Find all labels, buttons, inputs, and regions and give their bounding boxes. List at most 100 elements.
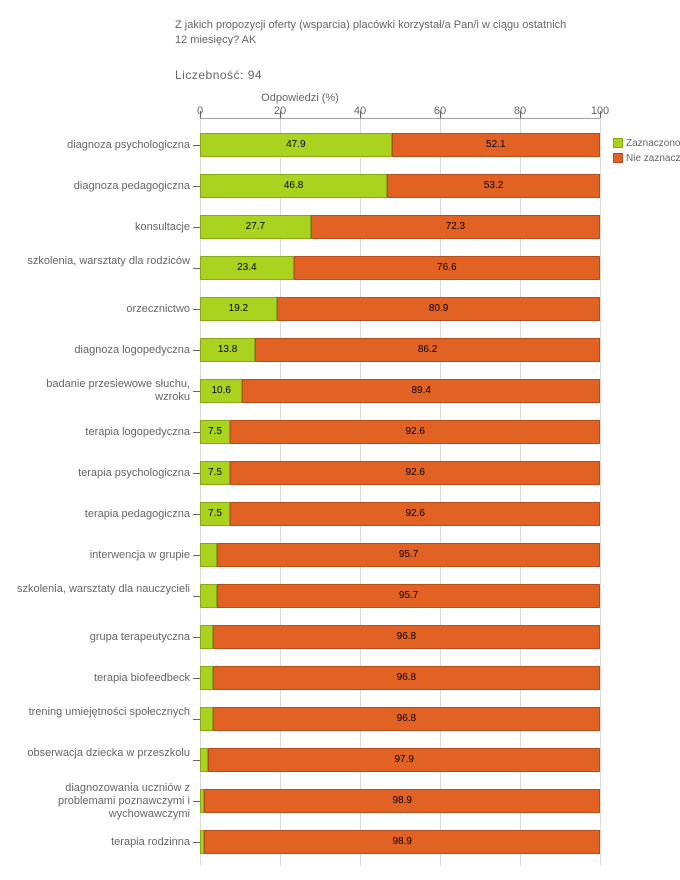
- bar-row: diagnoza pedagogiczna46.853.2: [200, 174, 600, 198]
- bar-value-label: 7.5: [200, 502, 230, 526]
- bar-row: terapia psychologiczna7.592.6: [200, 461, 600, 485]
- x-tick-label: 40: [354, 105, 366, 117]
- category-tick: [193, 391, 200, 392]
- category-tick: [193, 842, 200, 843]
- legend-item: Nie zaznaczono: [613, 153, 680, 168]
- legend-swatch-green: [613, 138, 623, 148]
- category-label: diagnoza pedagogiczna: [10, 180, 190, 193]
- category-label: szkolenia, warsztaty dla nauczycieli: [10, 583, 190, 596]
- bar-value-label: 47.9: [200, 133, 392, 157]
- bar-value-label: 92.6: [230, 502, 600, 526]
- chart-title: Z jakich propozycji oferty (wsparcia) pl…: [175, 18, 580, 48]
- bar-zaznaczono: [200, 748, 208, 772]
- category-tick: [193, 350, 200, 351]
- category-label: badanie przesiewowe słuchu, wzroku: [10, 378, 190, 404]
- bar-value-label: 96.8: [213, 666, 600, 690]
- category-tick: [193, 760, 200, 761]
- bar-row: szkolenia, warsztaty dla rodziców23.476.…: [200, 256, 600, 280]
- category-label: terapia rodzinna: [10, 836, 190, 849]
- x-tick-label: 0: [197, 105, 203, 117]
- bar-row: terapia biofeedbeck96.8: [200, 666, 600, 690]
- category-tick: [193, 227, 200, 228]
- bar-value-label: 98.9: [204, 830, 600, 854]
- bar-value-label: 46.8: [200, 174, 387, 198]
- bar-value-label: 7.5: [200, 461, 230, 485]
- bar-value-label: 53.2: [387, 174, 600, 198]
- category-label: orzecznictwo: [10, 303, 190, 316]
- category-tick: [193, 555, 200, 556]
- category-label: szkolenia, warsztaty dla rodziców: [10, 255, 190, 268]
- bar-row: interwencja w grupie95.7: [200, 543, 600, 567]
- category-label: trening umiejętności społecznych: [10, 706, 190, 719]
- category-tick: [193, 268, 200, 269]
- bar-value-label: 95.7: [217, 584, 600, 608]
- x-tick-label: 60: [434, 105, 446, 117]
- category-label: diagnozowania uczniów z problemami pozna…: [10, 782, 190, 822]
- category-label: obserwacja dziecka w przeszkolu: [10, 747, 190, 760]
- category-tick: [193, 309, 200, 310]
- bar-value-label: 86.2: [255, 338, 600, 362]
- bar-value-label: 96.8: [213, 707, 600, 731]
- bar-value-label: 89.4: [242, 379, 600, 403]
- bar-row: trening umiejętności społecznych96.8: [200, 707, 600, 731]
- bar-row: diagnoza psychologiczna47.952.1: [200, 133, 600, 157]
- bar-row: orzecznictwo19.280.9: [200, 297, 600, 321]
- bar-row: konsultacje27.772.3: [200, 215, 600, 239]
- bar-value-label: 98.9: [204, 789, 600, 813]
- bar-row: badanie przesiewowe słuchu, wzroku10.689…: [200, 379, 600, 403]
- bar-zaznaczono: [200, 584, 217, 608]
- bar-value-label: 52.1: [392, 133, 600, 157]
- category-label: konsultacje: [10, 221, 190, 234]
- category-label: grupa terapeutyczna: [10, 631, 190, 644]
- bar-zaznaczono: [200, 666, 213, 690]
- bar-value-label: 95.7: [217, 543, 600, 567]
- bar-value-label: 96.8: [213, 625, 600, 649]
- category-tick: [193, 514, 200, 515]
- category-label: interwencja w grupie: [10, 549, 190, 562]
- bar-row: diagnoza logopedyczna13.886.2: [200, 338, 600, 362]
- x-tick-label: 20: [274, 105, 286, 117]
- bar-value-label: 23.4: [200, 256, 294, 280]
- plot-area: 020406080100diagnoza psychologiczna47.95…: [200, 125, 600, 865]
- legend-item: Zaznaczono: [613, 138, 680, 153]
- category-tick: [193, 719, 200, 720]
- x-tick-label: 100: [591, 105, 609, 117]
- bar-row: diagnozowania uczniów z problemami pozna…: [200, 789, 600, 813]
- category-label: diagnoza psychologiczna: [10, 139, 190, 152]
- bar-row: terapia pedagogiczna7.592.6: [200, 502, 600, 526]
- bar-zaznaczono: [200, 707, 213, 731]
- category-tick: [193, 432, 200, 433]
- x-tick-label: 80: [514, 105, 526, 117]
- category-tick: [193, 145, 200, 146]
- bar-row: grupa terapeutyczna96.8: [200, 625, 600, 649]
- legend-label: Zaznaczono: [626, 138, 680, 149]
- chart-container: Z jakich propozycji oferty (wsparcia) pl…: [0, 0, 680, 880]
- bar-value-label: 10.6: [200, 379, 242, 403]
- category-tick: [193, 801, 200, 802]
- bar-value-label: 27.7: [200, 215, 311, 239]
- category-label: terapia logopedyczna: [10, 426, 190, 439]
- category-label: terapia psychologiczna: [10, 467, 190, 480]
- legend-label: Nie zaznaczono: [626, 153, 680, 164]
- bar-value-label: 19.2: [200, 297, 277, 321]
- category-label: terapia pedagogiczna: [10, 508, 190, 521]
- bar-row: szkolenia, warsztaty dla nauczycieli95.7: [200, 584, 600, 608]
- x-axis-title: Odpowiedzi (%): [0, 92, 600, 104]
- category-tick: [193, 678, 200, 679]
- chart-subtitle: Liczebność: 94: [175, 68, 262, 82]
- legend: Zaznaczono Nie zaznaczono: [613, 138, 680, 168]
- category-tick: [193, 473, 200, 474]
- category-label: diagnoza logopedyczna: [10, 344, 190, 357]
- category-tick: [193, 596, 200, 597]
- legend-swatch-orange: [613, 153, 623, 163]
- axis-line: [200, 118, 600, 119]
- category-tick: [193, 637, 200, 638]
- bar-zaznaczono: [200, 625, 213, 649]
- bar-value-label: 97.9: [208, 748, 600, 772]
- bar-value-label: 72.3: [311, 215, 600, 239]
- category-label: terapia biofeedbeck: [10, 672, 190, 685]
- gridline: [600, 118, 601, 865]
- bar-value-label: 80.9: [277, 297, 601, 321]
- bar-value-label: 7.5: [200, 420, 230, 444]
- category-tick: [193, 186, 200, 187]
